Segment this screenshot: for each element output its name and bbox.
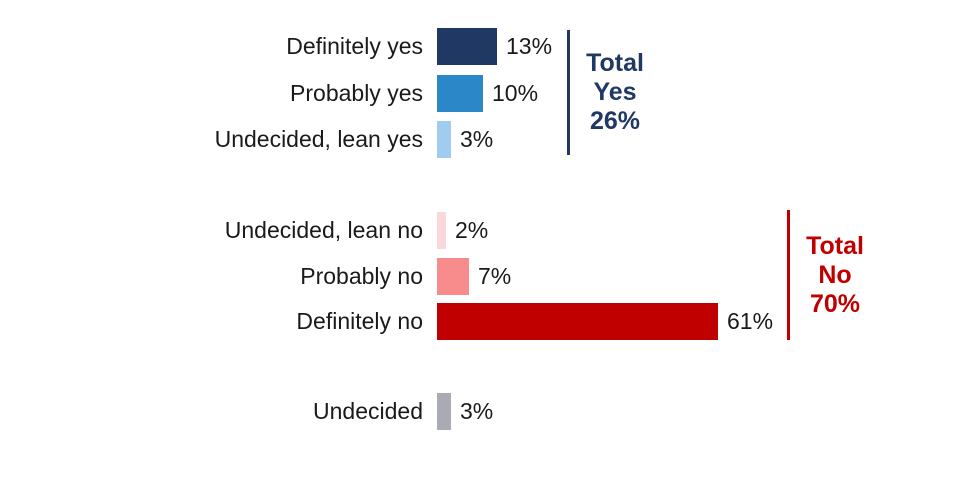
total-yes-annotation: Total Yes 26%: [567, 30, 647, 155]
value-label: 3%: [460, 398, 494, 424]
total-yes-line3: 26%: [589, 107, 641, 135]
bar-undecided-lean-yes: [437, 121, 451, 158]
total-yes-line2: Yes: [593, 78, 637, 106]
chart-row-definitely-yes: Definitely yes 13%: [0, 28, 552, 65]
category-label: Undecided: [313, 398, 423, 424]
category-label: Undecided, lean no: [224, 217, 423, 243]
chart-row-undecided-lean-yes: Undecided, lean yes 3%: [0, 121, 493, 158]
total-yes-text: Total Yes 26%: [583, 49, 647, 136]
bar-definitely-no: [437, 303, 718, 340]
value-label: 13%: [506, 33, 553, 59]
category-label: Probably yes: [290, 80, 423, 106]
total-no-line1: Total: [806, 231, 864, 260]
total-no-text: Total No 70%: [803, 232, 867, 319]
chart-row-probably-no: Probably no 7%: [0, 258, 511, 295]
category-label: Probably no: [300, 263, 423, 289]
total-yes-line1: Total: [586, 49, 644, 77]
value-label: 10%: [492, 80, 539, 106]
bar-undecided: [437, 393, 451, 430]
bar-probably-no: [437, 258, 469, 295]
bar-definitely-yes: [437, 28, 497, 65]
chart-row-probably-yes: Probably yes 10%: [0, 75, 538, 112]
chart-row-undecided-lean-no: Undecided, lean no 2%: [0, 212, 488, 249]
bar-undecided-lean-no: [437, 212, 446, 249]
value-label: 7%: [478, 263, 512, 289]
total-no-line3: 70%: [809, 289, 861, 318]
total-no-line2: No: [818, 260, 852, 289]
bar-probably-yes: [437, 75, 483, 112]
category-label: Definitely yes: [286, 33, 423, 59]
category-label: Definitely no: [296, 308, 423, 334]
category-label: Undecided, lean yes: [214, 126, 423, 152]
chart-row-undecided: Undecided 3%: [0, 393, 493, 430]
chart-row-definitely-no: Definitely no 61%: [0, 303, 773, 340]
total-no-annotation: Total No 70%: [787, 210, 867, 340]
value-label: 61%: [727, 308, 774, 334]
value-label: 2%: [455, 217, 489, 243]
value-label: 3%: [460, 126, 494, 152]
